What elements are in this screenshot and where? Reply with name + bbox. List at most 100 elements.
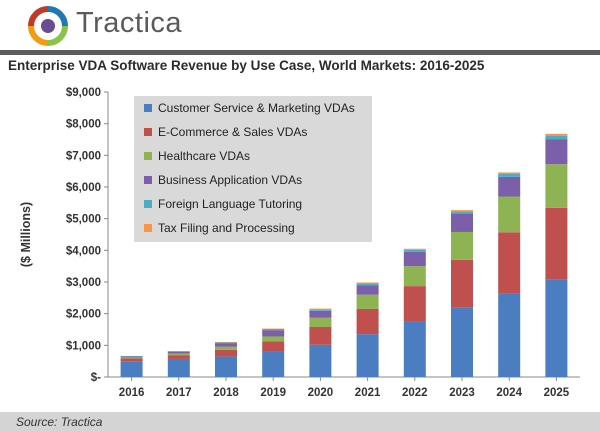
bar-segment xyxy=(545,133,568,137)
bar-segment xyxy=(403,266,426,287)
legend-box xyxy=(134,96,372,242)
bar-segment xyxy=(451,307,473,377)
y-tick-label: $1,000 xyxy=(66,340,101,352)
bar-segment xyxy=(262,336,285,342)
bar-segment xyxy=(545,164,568,208)
bar-segment xyxy=(545,207,568,280)
bar-segment xyxy=(451,210,473,212)
legend-label: Foreign Language Tutoring xyxy=(158,197,302,211)
header: Tractica xyxy=(0,0,600,50)
bar-segment xyxy=(403,286,426,322)
bar-segment xyxy=(356,285,379,295)
bar-segment xyxy=(545,139,568,165)
bar-segment xyxy=(498,174,521,177)
bar-segment xyxy=(451,259,473,308)
x-tick-label: 2017 xyxy=(166,387,192,399)
x-tick-label: 2025 xyxy=(544,387,570,399)
brand-name: Tractica xyxy=(76,7,183,39)
legend-swatch xyxy=(144,224,152,232)
bar-segment xyxy=(403,249,426,252)
y-tick-label: $7,000 xyxy=(66,150,101,162)
bar-segment xyxy=(120,357,143,359)
legend-label: E-Commerce & Sales VDAs xyxy=(158,125,307,139)
bar-segment xyxy=(167,358,190,377)
bar-segment xyxy=(545,136,568,140)
y-tick-label: $9,000 xyxy=(66,87,101,99)
x-tick-label: 2018 xyxy=(213,387,239,399)
y-tick-label: $5,000 xyxy=(66,214,101,226)
bar-segment xyxy=(120,356,143,357)
x-tick-label: 2023 xyxy=(449,387,475,399)
bar-segment xyxy=(356,308,379,335)
source-note: Source: Tractica xyxy=(16,415,103,429)
x-tick-label: 2022 xyxy=(402,387,428,399)
bar-segment xyxy=(262,330,285,337)
bar-segment xyxy=(451,231,473,260)
bar-segment xyxy=(215,356,237,377)
legend-label: Customer Service & Marketing VDAs xyxy=(158,101,355,115)
stacked-bar-chart: $- $1,000 $2,000 $3,000 $4,000 $5,000 $6,000 $7… xyxy=(19,87,580,399)
bar-segment xyxy=(498,293,521,377)
bar-segment xyxy=(309,344,332,377)
bar-segment xyxy=(120,361,143,377)
bar-segment xyxy=(498,176,521,197)
header-rule xyxy=(0,50,600,55)
legend-label: Tax Filing and Processing xyxy=(158,221,295,235)
bar-segment xyxy=(120,356,143,358)
bar-segment xyxy=(309,310,332,318)
bar-segment xyxy=(309,317,332,327)
bar-segment xyxy=(309,308,332,310)
chart-title: Enterprise VDA Software Revenue by Use C… xyxy=(8,58,485,73)
bar-segment xyxy=(167,351,190,352)
bar-segment xyxy=(167,351,190,354)
bar-segment xyxy=(356,283,379,286)
bar-segment xyxy=(309,326,332,345)
bar-segment xyxy=(262,341,285,352)
bar-segment xyxy=(120,358,143,362)
bar-segment xyxy=(498,232,521,294)
bar-segment xyxy=(356,334,379,377)
bar-segment xyxy=(356,294,379,309)
x-tick-label: 2019 xyxy=(260,387,286,399)
bar-segment xyxy=(451,213,473,232)
bar-segment xyxy=(215,346,237,350)
bar-segment xyxy=(356,282,379,284)
legend-label: Business Application VDAs xyxy=(158,173,302,187)
legend-label: Healthcare VDAs xyxy=(158,149,250,163)
bar-segment xyxy=(262,351,285,377)
bar-segment xyxy=(403,248,426,250)
legend-swatch xyxy=(144,176,152,184)
y-tick-label: $3,000 xyxy=(66,277,101,289)
x-tick-label: 2020 xyxy=(308,387,334,399)
bar-segment xyxy=(498,172,521,175)
bar-segment xyxy=(262,329,285,331)
bar-segment xyxy=(215,342,237,343)
legend-swatch xyxy=(144,104,152,112)
y-axis-label: ($ Millions) xyxy=(19,202,33,267)
bar-segment xyxy=(262,328,285,330)
bar-segment xyxy=(451,211,473,214)
bar-segment xyxy=(498,196,521,233)
legend-swatch xyxy=(144,200,152,208)
bar-segment xyxy=(215,342,237,344)
y-tick-label: $4,000 xyxy=(66,245,101,257)
y-tick-label: $- xyxy=(91,372,101,384)
legend-swatch xyxy=(144,152,152,160)
tractica-logo-icon xyxy=(28,6,68,46)
bar-segment xyxy=(403,321,426,377)
bar-segment xyxy=(167,353,190,356)
footer: Source: Tractica xyxy=(0,412,600,432)
x-tick-label: 2016 xyxy=(119,387,145,399)
bar-segment xyxy=(403,251,426,267)
x-tick-label: 2024 xyxy=(496,387,522,399)
bar-segment xyxy=(167,355,190,359)
bar-segment xyxy=(545,279,568,377)
y-tick-label: $6,000 xyxy=(66,182,101,194)
bar-segment xyxy=(215,349,237,357)
bar-segment xyxy=(309,309,332,311)
y-tick-label: $8,000 xyxy=(66,119,101,131)
y-tick-label: $2,000 xyxy=(66,309,101,321)
legend-swatch xyxy=(144,128,152,136)
x-tick-label: 2021 xyxy=(355,387,381,399)
bar-segment xyxy=(215,343,237,347)
